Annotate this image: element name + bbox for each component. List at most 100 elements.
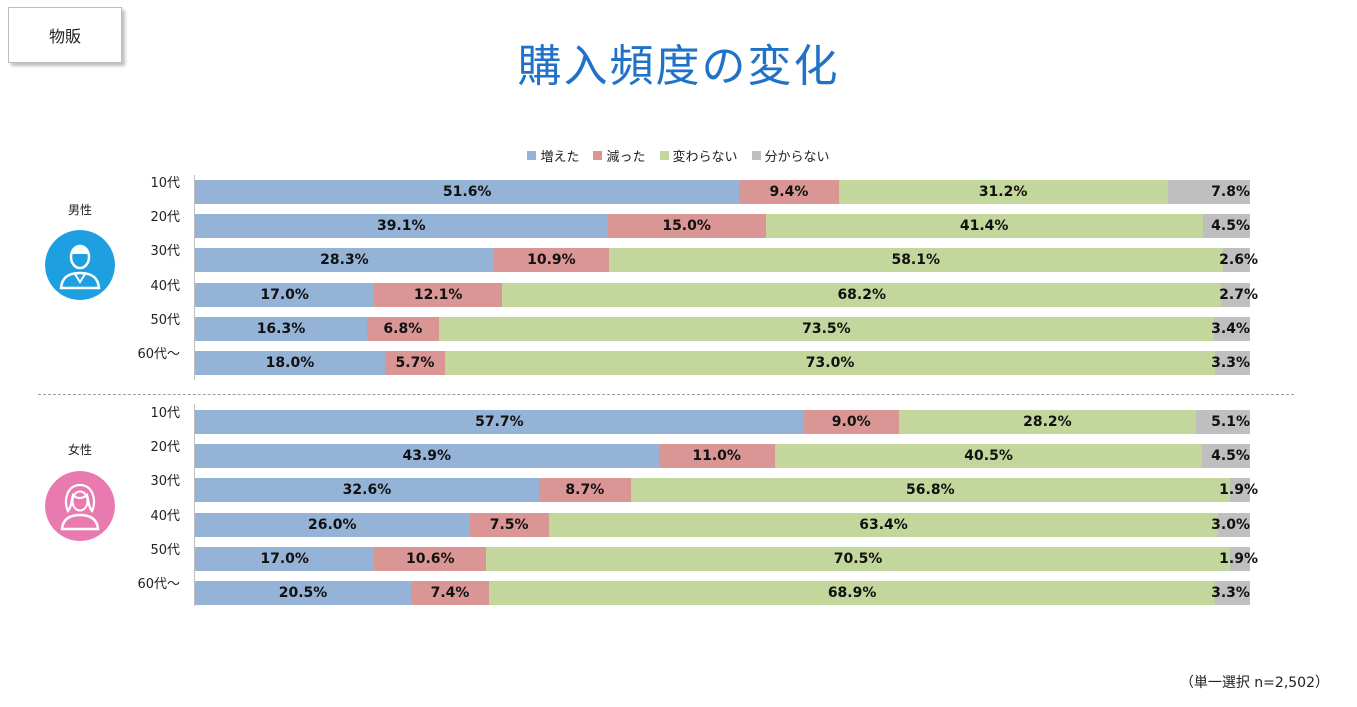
data-label: 70.5% (833, 550, 883, 567)
bar-segment-increased: 28.3% (195, 248, 494, 273)
bar-segment-decreased: 9.0% (803, 410, 899, 434)
bar-segment-decreased: 15.0% (607, 214, 766, 239)
bar-segment-unchanged: 41.4% (765, 214, 1203, 239)
stacked-bar: 20.5% 7.4% 68.9% 3.3% (195, 581, 1250, 605)
bar-segment-unchanged: 68.9% (489, 581, 1216, 605)
data-label: 5.7% (395, 355, 435, 371)
age-category-label: 10代 (150, 176, 180, 191)
bar-segment-unknown: 3.3% (1211, 581, 1250, 605)
data-label: 4.5% (1211, 448, 1250, 465)
bar-segment-unknown: 1.9% (1219, 546, 1258, 571)
bar-segment-increased: 16.3% (195, 316, 367, 341)
bar-segment-decreased: 11.0% (658, 444, 775, 469)
data-label: 6.8% (383, 320, 423, 337)
bar-row: 30代 32.6% 8.7% 56.8% 1.9% (0, 474, 1357, 503)
bar-segment-unchanged: 56.8% (630, 478, 1230, 503)
stacked-bar: 17.0% 12.1% 68.2% 2.7% (195, 282, 1258, 307)
group-divider (38, 394, 1294, 395)
stacked-bar: 32.6% 8.7% 56.8% 1.9% (195, 478, 1258, 503)
legend-item-unknown: 分からない (751, 146, 830, 165)
male-user-icon (45, 230, 115, 300)
bar-segment-unknown: 1.9% (1219, 478, 1258, 503)
data-label: 57.7% (475, 414, 524, 430)
stacked-bar: 51.6% 9.4% 31.2% 7.8% (195, 180, 1250, 204)
bar-segment-increased: 17.0% (195, 282, 375, 307)
bar-segment-decreased: 12.1% (374, 282, 502, 307)
bar-segment-decreased: 9.4% (739, 180, 839, 204)
stacked-bar: 43.9% 11.0% 40.5% 4.5% (195, 444, 1250, 469)
stacked-bar: 16.3% 6.8% 73.5% 3.4% (195, 316, 1250, 341)
data-label: 9.0% (831, 414, 871, 430)
legend-label-unchanged: 変わらない (672, 150, 738, 165)
data-label: 10.6% (405, 550, 455, 567)
bar-segment-increased: 20.5% (195, 581, 412, 605)
data-label: 63.4% (859, 516, 908, 533)
age-category-label: 10代 (150, 406, 180, 421)
stacked-bar: 17.0% 10.6% 70.5% 1.9% (195, 546, 1258, 571)
age-category-label: 60代～ (137, 347, 180, 362)
data-label: 31.2% (978, 184, 1028, 200)
male-axis-line (194, 175, 195, 380)
bar-segment-unknown: 4.5% (1202, 214, 1250, 239)
data-label: 11.0% (692, 448, 741, 465)
data-label: 16.3% (256, 320, 306, 337)
bar-row: 50代 16.3% 6.8% 73.5% 3.4% (0, 313, 1357, 341)
data-label: 3.4% (1211, 320, 1250, 337)
bar-segment-decreased: 6.8% (366, 316, 439, 341)
data-label: 28.3% (320, 252, 369, 269)
data-label: 8.7% (565, 482, 605, 499)
bar-row: 50代 17.0% 10.6% 70.5% 1.9% (0, 543, 1357, 571)
bar-segment-unchanged: 73.5% (438, 316, 1215, 341)
bar-segment-decreased: 8.7% (538, 478, 631, 503)
bar-row: 10代 57.7% 9.0% 28.2% 5.1% (0, 406, 1357, 434)
page-title: 購入頻度の変化 (517, 41, 840, 92)
bar-segment-increased: 39.1% (195, 214, 608, 239)
female-axis-line (194, 404, 195, 606)
female-group-label: 女性 (67, 443, 92, 457)
data-label: 15.0% (662, 218, 711, 235)
bar-segment-unknown: 5.1% (1196, 410, 1250, 434)
data-label: 73.5% (802, 320, 851, 337)
bar-segment-increased: 32.6% (195, 478, 539, 503)
data-label: 40.5% (964, 448, 1013, 465)
bar-segment-decreased: 7.5% (469, 512, 549, 537)
data-label: 2.6% (1219, 252, 1258, 269)
bar-segment-decreased: 10.6% (374, 546, 487, 571)
legend-label-unknown: 分からない (764, 150, 830, 165)
data-label: 4.5% (1211, 218, 1250, 235)
age-category-label: 60代～ (137, 577, 180, 592)
bar-segment-unchanged: 68.2% (501, 282, 1222, 307)
data-label: 43.9% (402, 448, 452, 465)
data-label: 68.2% (837, 286, 887, 303)
bar-segment-decreased: 10.9% (493, 248, 609, 273)
bar-row: 20代 43.9% 11.0% 40.5% 4.5% (0, 440, 1357, 469)
bar-segment-unchanged: 28.2% (898, 410, 1197, 434)
age-category-label: 50代 (150, 312, 180, 328)
legend-item-unchanged: 変わらない (659, 146, 738, 165)
chart-legend: 増えた 減った 変わらない 分からない (0, 146, 1357, 165)
data-label: 26.0% (307, 516, 357, 533)
data-label: 7.8% (1211, 184, 1250, 200)
bar-segment-unchanged: 40.5% (774, 444, 1203, 469)
data-label: 51.6% (442, 184, 492, 200)
bar-segment-increased: 26.0% (195, 512, 470, 537)
bar-segment-increased: 51.6% (195, 180, 740, 204)
data-label: 12.1% (413, 286, 463, 303)
bar-segment-increased: 17.0% (195, 546, 375, 571)
stacked-bar: 26.0% 7.5% 63.4% 3.0% (195, 512, 1250, 537)
bar-segment-decreased: 7.4% (411, 581, 490, 605)
category-tag: 物販 (8, 7, 122, 63)
data-label: 58.1% (891, 252, 941, 269)
bar-row: 20代 39.1% 15.0% 41.4% 4.5% (0, 210, 1357, 239)
bar-row: 30代 28.3% 10.9% 58.1% 2.6% (0, 244, 1357, 273)
bar-segment-unchanged: 70.5% (486, 546, 1230, 571)
bar-segment-unknown: 3.4% (1211, 316, 1250, 341)
data-label: 9.4% (769, 184, 809, 200)
bar-row: 60代～ 20.5% 7.4% 68.9% 3.3% (0, 577, 1357, 605)
bar-row: 40代 17.0% 12.1% 68.2% 2.7% (0, 279, 1357, 307)
bar-segment-unchanged: 58.1% (608, 248, 1223, 273)
data-label: 17.0% (260, 286, 309, 303)
bar-segment-unknown: 4.5% (1202, 444, 1250, 469)
bar-row: 60代～ 18.0% 5.7% 73.0% 3.3% (0, 347, 1357, 375)
legend-swatch-increased (527, 151, 537, 160)
